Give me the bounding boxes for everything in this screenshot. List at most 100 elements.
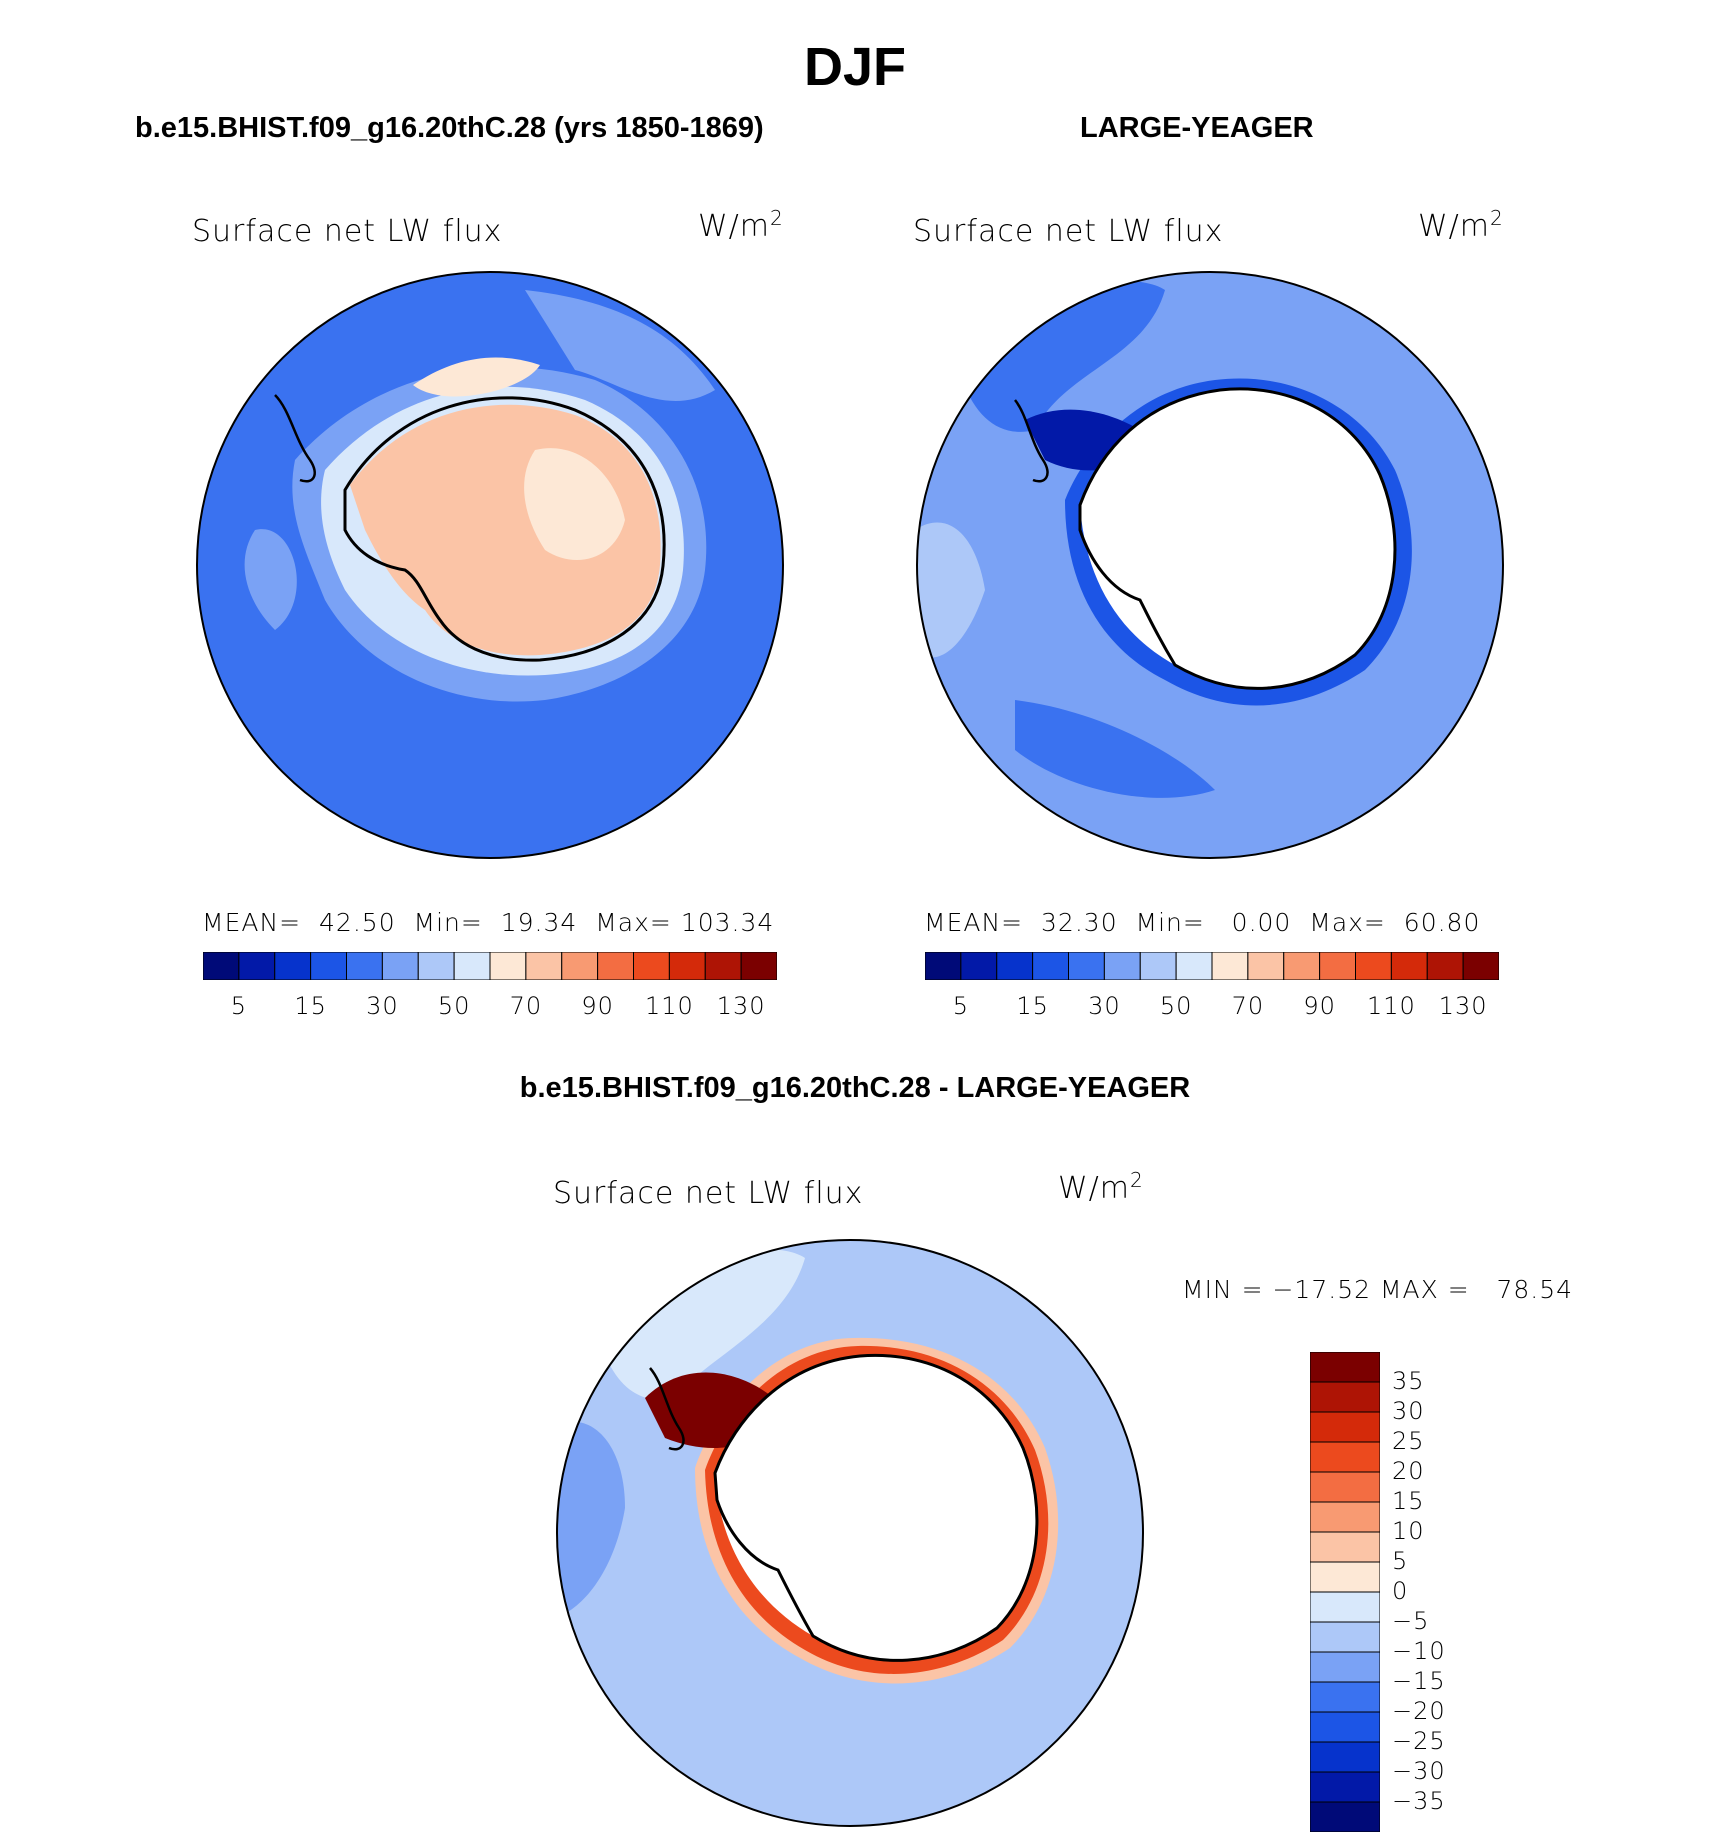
case-panel-title: b.e15.BHIST.f09_g16.20thC.28 (yrs 1850-1… <box>135 112 764 144</box>
antarctica-white <box>715 1355 1037 1661</box>
colorbar-tick-label: 50 <box>1159 992 1193 1020</box>
obs-panel-title: LARGE-YEAGER <box>1080 112 1314 144</box>
colorbar-swatch <box>453 952 491 980</box>
antarctica-coastline <box>713 1353 1039 1662</box>
case-map <box>195 270 785 860</box>
colorbar-swatch <box>1310 1591 1380 1623</box>
antarctica-white <box>1080 388 1395 689</box>
colorbar-swatch <box>704 952 742 980</box>
obs-variable-label: Surface net LW flux <box>913 214 1224 249</box>
colorbar-tick-label: 30 <box>1088 992 1121 1020</box>
colorbar-swatch <box>1310 1531 1380 1563</box>
colorbar-tick-label: 130 <box>716 992 766 1020</box>
colorbar-tick-label: −10 <box>1392 1637 1446 1665</box>
colorbar-tick-label: 110 <box>644 992 694 1020</box>
colorbar-swatch <box>1310 1471 1380 1503</box>
colorbar-swatch <box>597 952 634 980</box>
colorbar-swatch <box>1310 1651 1380 1683</box>
colorbar-tick-label: 15 <box>1016 992 1049 1020</box>
colorbar-swatch <box>1068 952 1105 980</box>
colorbar-swatch <box>740 952 777 980</box>
ocean-mid-patch <box>1015 700 1215 798</box>
colorbar-swatch <box>1310 1411 1380 1443</box>
colorbar-swatch <box>417 952 455 980</box>
colorbar-swatch <box>1310 1561 1380 1593</box>
antarctica-light <box>524 448 625 560</box>
colorbar-swatch <box>960 952 998 980</box>
colorbar-swatch <box>1247 952 1285 980</box>
colorbar-tick-label: −25 <box>1392 1727 1446 1755</box>
colorbar-swatch <box>1310 1681 1380 1713</box>
colorbar-tick-label: 5 <box>1392 1547 1409 1575</box>
colorbar-tick-label: −5 <box>1392 1607 1430 1635</box>
ocean-light-patch <box>244 529 297 630</box>
colorbar-swatch <box>238 952 276 980</box>
colorbar-tick-label: 90 <box>581 992 614 1020</box>
colorbar-swatch <box>633 952 670 980</box>
diff-colorbar <box>1310 1352 1380 1832</box>
colorbar-tick-label: 110 <box>1366 992 1416 1020</box>
colorbar-tick-label: 5 <box>952 992 970 1020</box>
colorbar-swatch <box>1283 952 1321 980</box>
antarctica-coastline <box>343 396 666 662</box>
colorbar-swatch <box>1310 1741 1380 1773</box>
colorbar-swatch <box>996 952 1034 980</box>
colorbar-swatch <box>1103 952 1141 980</box>
colorbar-swatch <box>1139 952 1177 980</box>
map-boundary <box>556 1239 1144 1827</box>
diff-map <box>555 1238 1145 1828</box>
colorbar-swatch <box>1319 952 1356 980</box>
colorbar-swatch <box>1310 1352 1380 1383</box>
map-boundary <box>196 271 784 859</box>
map-boundary <box>916 271 1504 859</box>
colorbar-tick-label: 70 <box>509 992 543 1020</box>
case-units: W/m2 <box>698 206 784 244</box>
colorbar-tick-label: 15 <box>1392 1487 1425 1515</box>
colorbar-swatch <box>1211 952 1249 980</box>
obs-units: W/m2 <box>1418 206 1504 244</box>
colorbar-tick-label: 25 <box>1392 1427 1425 1455</box>
colorbar-swatch <box>1355 952 1392 980</box>
case-colorbar <box>203 952 777 980</box>
ocean-pale-patch <box>917 522 985 658</box>
colorbar-swatch <box>1310 1381 1380 1413</box>
colorbar-swatch <box>668 952 706 980</box>
colorbar-swatch <box>525 952 563 980</box>
colorbar-swatch <box>1310 1711 1380 1743</box>
antarctica-light <box>413 357 540 397</box>
case-variable-label: Surface net LW flux <box>192 214 503 249</box>
colorbar-swatch <box>561 952 599 980</box>
peninsula-coastline <box>274 394 316 483</box>
colorbar-swatch <box>489 952 527 980</box>
colorbar-swatch <box>925 952 962 980</box>
colorbar-tick-label: 35 <box>1392 1367 1425 1395</box>
case-colorbar-labels: 5 15 30 50 70 90 110 130 <box>203 992 777 1022</box>
colorbar-swatch <box>346 952 383 980</box>
diff-colorbar-labels: 35 30 25 20 15 10 5 0 −5 −10 −15 −20 −25 −30 −35 <box>1392 1352 1512 1832</box>
colorbar-tick-label: −35 <box>1392 1787 1446 1815</box>
colorbar-swatch <box>1310 1621 1380 1653</box>
colorbar-swatch <box>1310 1771 1380 1803</box>
obs-stats: MEAN= 32.30 Min= 0.00 Max= 60.80 <box>924 908 1481 937</box>
colorbar-swatch <box>381 952 419 980</box>
diff-variable-label: Surface net LW flux <box>553 1176 864 1211</box>
colorbar-tick-label: −20 <box>1392 1697 1446 1725</box>
colorbar-tick-label: −15 <box>1392 1667 1446 1695</box>
colorbar-tick-label: 130 <box>1438 992 1488 1020</box>
obs-map <box>915 270 1505 860</box>
peninsula-coastline <box>1014 399 1049 483</box>
colorbar-swatch <box>1310 1501 1380 1533</box>
colorbar-tick-label: 30 <box>366 992 399 1020</box>
antarctica-coastline <box>1078 387 1397 690</box>
colorbar-swatch <box>1310 1441 1380 1473</box>
colorbar-tick-label: 15 <box>294 992 327 1020</box>
colorbar-tick-label: 70 <box>1231 992 1265 1020</box>
obs-colorbar <box>925 952 1499 980</box>
obs-colorbar-svg <box>925 952 1499 980</box>
obs-map-svg <box>916 271 1504 859</box>
main-title: DJF <box>803 37 906 97</box>
colorbar-swatch <box>203 952 240 980</box>
colorbar-tick-label: 0 <box>1392 1577 1409 1605</box>
case-map-svg <box>196 271 784 859</box>
colorbar-tick-label: 5 <box>230 992 248 1020</box>
